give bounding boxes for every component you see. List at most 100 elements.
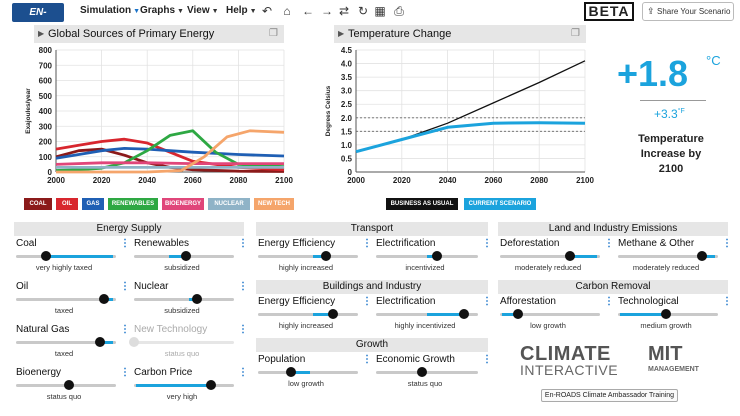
slider-knob[interactable] xyxy=(697,251,707,261)
slider-fill xyxy=(427,313,464,316)
slider-knob[interactable] xyxy=(565,251,575,261)
kebab-menu-icon[interactable]: ⋮ xyxy=(238,324,248,335)
slider-deforestation[interactable]: Deforestation ⋮ moderately reduced xyxy=(498,238,614,278)
menu-view-label: View xyxy=(187,5,210,16)
legend-renewables[interactable]: RENEWABLES xyxy=(108,198,158,210)
slider-population[interactable]: Population ⋮ low growth xyxy=(256,354,372,394)
legend-current-scenario[interactable]: CURRENT SCENARIO xyxy=(464,198,536,210)
temperature-unit-c: °C xyxy=(706,53,721,68)
copy-icon[interactable]: ❐ xyxy=(269,28,278,39)
slider-renewables[interactable]: Renewables ⋮ subsidized xyxy=(132,238,248,278)
slider-bioenergy[interactable]: Bioenergy ⋮ status quo xyxy=(14,367,130,407)
menu-simulation[interactable]: Simulation ▼ xyxy=(80,5,140,16)
slider-natural-gas[interactable]: Natural Gas ⋮ taxed xyxy=(14,324,130,364)
legend-bioenergy[interactable]: BIOENERGY xyxy=(162,198,204,210)
slider-oil[interactable]: Oil ⋮ taxed xyxy=(14,281,130,321)
slider-track[interactable] xyxy=(16,341,116,344)
slider-track[interactable] xyxy=(618,255,718,258)
energy-graph-header[interactable]: ▶ Global Sources of Primary Energy ❐ xyxy=(34,25,284,43)
kebab-menu-icon[interactable]: ⋮ xyxy=(604,238,614,249)
slider-nuclear[interactable]: Nuclear ⋮ subsidized xyxy=(132,281,248,321)
legend-oil[interactable]: OIL xyxy=(56,198,78,210)
slider-knob[interactable] xyxy=(661,309,671,319)
copy-icon[interactable]: ❐ xyxy=(571,28,580,39)
menu-view[interactable]: View ▼ xyxy=(187,5,219,16)
kebab-menu-icon[interactable]: ⋮ xyxy=(482,238,492,249)
slider-carbon-price[interactable]: Carbon Price ⋮ very high xyxy=(132,367,248,407)
undo-icon[interactable]: ↶ xyxy=(261,4,273,18)
print-icon[interactable]: ⎙ xyxy=(394,4,404,18)
slider-knob[interactable] xyxy=(206,380,216,390)
slider-new-technology[interactable]: New Technology ⋮ status quo xyxy=(129,324,248,364)
slider-afforestation[interactable]: Afforestation ⋮ low growth xyxy=(498,296,614,336)
slider-track[interactable] xyxy=(500,313,600,316)
en-roads-logo[interactable]: EN-ROADS xyxy=(12,3,64,37)
slider-track[interactable] xyxy=(258,255,358,258)
slider-knob[interactable] xyxy=(286,367,296,377)
slider-knob[interactable] xyxy=(181,251,191,261)
expand-triangle-icon[interactable]: ▶ xyxy=(338,29,345,38)
legend-business-as-usual[interactable]: BUSINESS AS USUAL xyxy=(386,198,458,210)
forward-arrow-icon[interactable]: → xyxy=(321,4,333,18)
grid-icon[interactable]: ▦ xyxy=(374,4,386,18)
slider-knob[interactable] xyxy=(95,337,105,347)
kebab-menu-icon[interactable]: ⋮ xyxy=(238,367,248,378)
slider-buildings-efficiency[interactable]: Energy Efficiency ⋮ highly increased xyxy=(256,296,372,336)
kebab-menu-icon[interactable]: ⋮ xyxy=(362,238,372,249)
menu-help[interactable]: Help ▼ xyxy=(226,5,257,16)
menu-graphs[interactable]: Graphs ▼ xyxy=(140,5,184,16)
kebab-menu-icon[interactable]: ⋮ xyxy=(482,296,492,307)
kebab-menu-icon[interactable]: ⋮ xyxy=(120,324,130,335)
back-arrow-icon[interactable]: ← xyxy=(302,4,314,18)
refresh-icon[interactable]: ↻ xyxy=(357,4,369,18)
kebab-menu-icon[interactable]: ⋮ xyxy=(604,296,614,307)
slider-knob[interactable] xyxy=(458,309,469,319)
legend-coal[interactable]: COAL xyxy=(24,198,52,210)
slider-methane[interactable]: Methane & Other ⋮ moderately reduced xyxy=(616,238,732,278)
slider-technological[interactable]: Technological ⋮ medium growth xyxy=(616,296,732,336)
slider-knob[interactable] xyxy=(41,251,51,261)
share-scenario-button[interactable]: ⇪ Share Your Scenario xyxy=(642,2,734,21)
kebab-menu-icon[interactable]: ⋮ xyxy=(120,367,130,378)
kebab-menu-icon[interactable]: ⋮ xyxy=(362,354,372,365)
legend-new-tech[interactable]: NEW TECH xyxy=(254,198,294,210)
home-icon[interactable]: ⌂ xyxy=(283,4,291,18)
compare-icon[interactable]: ⇄ xyxy=(338,4,350,18)
slider-knob[interactable] xyxy=(513,309,523,319)
kebab-menu-icon[interactable]: ⋮ xyxy=(238,281,248,292)
slider-track[interactable] xyxy=(258,313,358,316)
slider-buildings-electrification[interactable]: Electrification ⋮ highly incentivized xyxy=(374,296,492,336)
series-line-new-tech xyxy=(56,129,285,174)
slider-track[interactable] xyxy=(134,298,234,301)
kebab-menu-icon[interactable]: ⋮ xyxy=(120,238,130,249)
slider-knob[interactable] xyxy=(192,294,202,304)
slider-knob[interactable] xyxy=(432,251,443,261)
kebab-menu-icon[interactable]: ⋮ xyxy=(238,238,248,249)
slider-track[interactable] xyxy=(500,255,600,258)
slider-coal[interactable]: Coal ⋮ very highly taxed xyxy=(14,238,130,278)
legend-gas[interactable]: GAS xyxy=(82,198,104,210)
slider-status: incentivized xyxy=(405,263,445,272)
slider-knob[interactable] xyxy=(129,337,139,347)
kebab-menu-icon[interactable]: ⋮ xyxy=(362,296,372,307)
kebab-menu-icon[interactable]: ⋮ xyxy=(120,281,130,292)
ambassador-training-button[interactable]: En-ROADS Climate Ambassador Training xyxy=(541,389,678,402)
slider-knob[interactable] xyxy=(321,251,331,261)
slider-track[interactable] xyxy=(16,298,116,301)
slider-knob[interactable] xyxy=(328,309,338,319)
slider-knob[interactable] xyxy=(99,294,109,304)
temperature-graph-header[interactable]: ▶ Temperature Change ❐ xyxy=(334,25,586,43)
slider-economic-growth[interactable]: Economic Growth ⋮ status quo xyxy=(374,354,492,394)
slider-transport-efficiency[interactable]: Energy Efficiency ⋮ highly increased xyxy=(256,238,372,278)
slider-track[interactable] xyxy=(376,371,478,374)
kebab-menu-icon[interactable]: ⋮ xyxy=(722,296,732,307)
legend-nuclear[interactable]: NUCLEAR xyxy=(208,198,250,210)
slider-track[interactable] xyxy=(134,341,234,344)
slider-transport-electrification[interactable]: Electrification ⋮ incentivized xyxy=(374,238,492,278)
expand-triangle-icon[interactable]: ▶ xyxy=(38,29,45,38)
kebab-menu-icon[interactable]: ⋮ xyxy=(482,354,492,365)
slider-knob[interactable] xyxy=(64,380,74,390)
x-tick-label: 2020 xyxy=(93,176,111,185)
slider-knob[interactable] xyxy=(416,367,427,377)
kebab-menu-icon[interactable]: ⋮ xyxy=(722,238,732,249)
